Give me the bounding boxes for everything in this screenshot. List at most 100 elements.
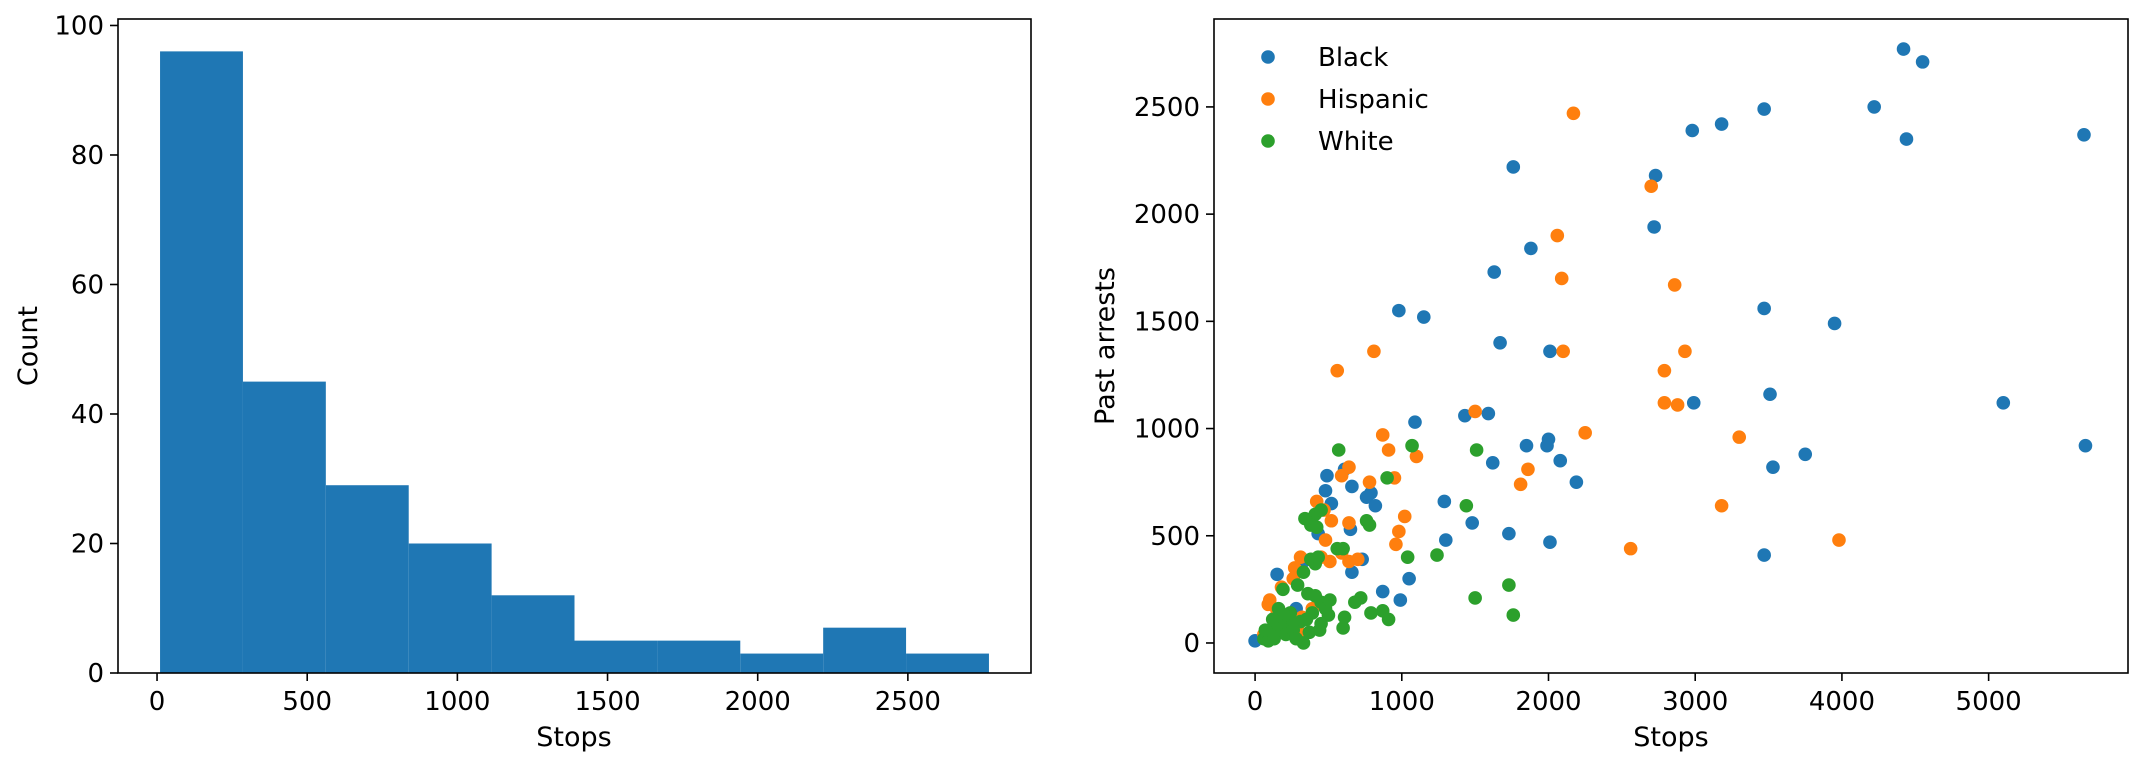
x-tick-label: 1000 — [424, 687, 490, 717]
scatter-point — [1493, 335, 1507, 350]
scatter-point — [1362, 518, 1377, 532]
scatter-x-axis-label: Stops — [1633, 722, 1708, 753]
scatter-point — [1519, 438, 1534, 453]
scatter-point — [1798, 447, 1813, 462]
legend-item-white: White — [1261, 127, 1394, 157]
scatter-point — [1364, 606, 1378, 620]
scatter-point — [1553, 453, 1568, 468]
scatter-point — [1506, 608, 1521, 622]
scatter-points — [1248, 42, 2093, 650]
y-tick-label: 40 — [71, 400, 104, 430]
histogram-bar — [242, 381, 326, 673]
scatter-point — [1832, 533, 1846, 547]
scatter-point — [1556, 344, 1570, 359]
scatter-point — [1289, 631, 1303, 646]
scatter-point — [1469, 443, 1484, 457]
scatter-point — [1265, 612, 1280, 627]
scatter-point — [1757, 102, 1771, 116]
scatter-point — [1468, 404, 1482, 419]
histogram-bar — [160, 51, 243, 674]
y-tick-label: 1000 — [1134, 415, 1200, 445]
x-tick-label: 3000 — [1662, 687, 1728, 717]
scatter-point — [1647, 220, 1661, 234]
scatter-point — [1318, 483, 1333, 498]
scatter-point — [1375, 584, 1390, 599]
scatter-point — [1270, 567, 1284, 582]
legend-item-hispanic: Hispanic — [1261, 85, 1429, 115]
scatter-point — [1409, 449, 1424, 464]
scatter-point — [1271, 601, 1286, 616]
scatter-point — [1393, 593, 1408, 607]
x-tick-label: 5000 — [1956, 687, 2022, 717]
x-tick-label: 2000 — [725, 687, 791, 717]
legend-label: Hispanic — [1318, 85, 1429, 115]
scatter-point — [1644, 179, 1658, 194]
scatter-point — [1670, 398, 1685, 412]
scatter-point — [1678, 344, 1692, 359]
scatter-point — [1392, 524, 1406, 539]
scatter-point — [1554, 271, 1569, 286]
scatter-point — [2077, 127, 2091, 142]
y-tick-label: 20 — [71, 529, 104, 559]
histogram-y-axis-label: Count — [13, 306, 44, 386]
histogram-bar — [823, 627, 907, 673]
scatter-x-ticks: 0 1000 2000 3000 4000 5000 — [1247, 673, 2022, 717]
scatter-point — [1648, 168, 1663, 183]
scatter-point — [1296, 565, 1311, 580]
scatter-point — [1685, 123, 1700, 138]
scatter-y-axis-label: Past arrests — [1090, 267, 1121, 425]
scatter-point — [1334, 468, 1349, 483]
scatter-point — [1513, 477, 1528, 492]
scatter-point — [1487, 265, 1502, 279]
scatter-point — [1867, 100, 1881, 114]
scatter-point — [1397, 509, 1412, 524]
scatter-point — [1311, 550, 1325, 565]
scatter-point — [1543, 535, 1557, 549]
histogram-bar — [325, 485, 409, 673]
y-tick-label: 1500 — [1134, 307, 1200, 337]
legend-marker — [1261, 134, 1275, 148]
scatter-point — [1320, 468, 1334, 483]
scatter-point — [1337, 610, 1352, 625]
scatter-point — [1657, 363, 1672, 378]
scatter-point — [1362, 475, 1377, 489]
scatter-point — [1348, 595, 1362, 610]
x-tick-label: 0 — [1247, 687, 1264, 717]
histogram-x-axis-label: Stops — [536, 722, 611, 753]
scatter-point — [1827, 316, 1842, 331]
scatter-point — [1468, 591, 1482, 605]
scatter-panel: 0 1000 2000 3000 4000 5000 0 500 1000 1500 2000 25… — [1090, 18, 2129, 753]
scatter-point — [1657, 396, 1672, 410]
scatter-point — [1290, 578, 1305, 592]
scatter-point — [1318, 533, 1333, 547]
histogram-bar — [408, 543, 492, 673]
scatter-point — [1367, 344, 1381, 359]
scatter-point — [1261, 597, 1276, 612]
scatter-point — [1345, 565, 1359, 580]
scatter-series-white — [1257, 438, 1521, 650]
y-tick-label: 500 — [1150, 522, 1200, 552]
histogram-bars — [160, 51, 989, 674]
histogram-bar — [657, 640, 741, 673]
scatter-point — [1330, 363, 1345, 378]
scatter-point — [1757, 548, 1771, 562]
histogram-x-ticks: 0 500 1000 1500 2000 2500 — [149, 673, 941, 717]
scatter-point — [1309, 520, 1324, 534]
scatter-point — [1314, 503, 1328, 517]
scatter-point — [1459, 498, 1474, 513]
scatter-point — [1506, 160, 1521, 174]
scatter-series-hispanic — [1257, 106, 1846, 642]
scatter-point — [1400, 550, 1415, 565]
histogram-bar — [574, 640, 658, 673]
x-tick-label: 0 — [149, 687, 166, 717]
y-tick-label: 2000 — [1134, 200, 1200, 230]
legend-item-black: Black — [1261, 43, 1388, 73]
x-tick-label: 1000 — [1369, 687, 1435, 717]
scatter-legend: Black Hispanic White — [1261, 43, 1429, 157]
scatter-point — [1368, 498, 1383, 513]
scatter-point — [1502, 526, 1516, 541]
scatter-axes-frame — [1213, 18, 2129, 674]
scatter-point — [1312, 623, 1327, 637]
y-tick-label: 60 — [71, 270, 104, 300]
